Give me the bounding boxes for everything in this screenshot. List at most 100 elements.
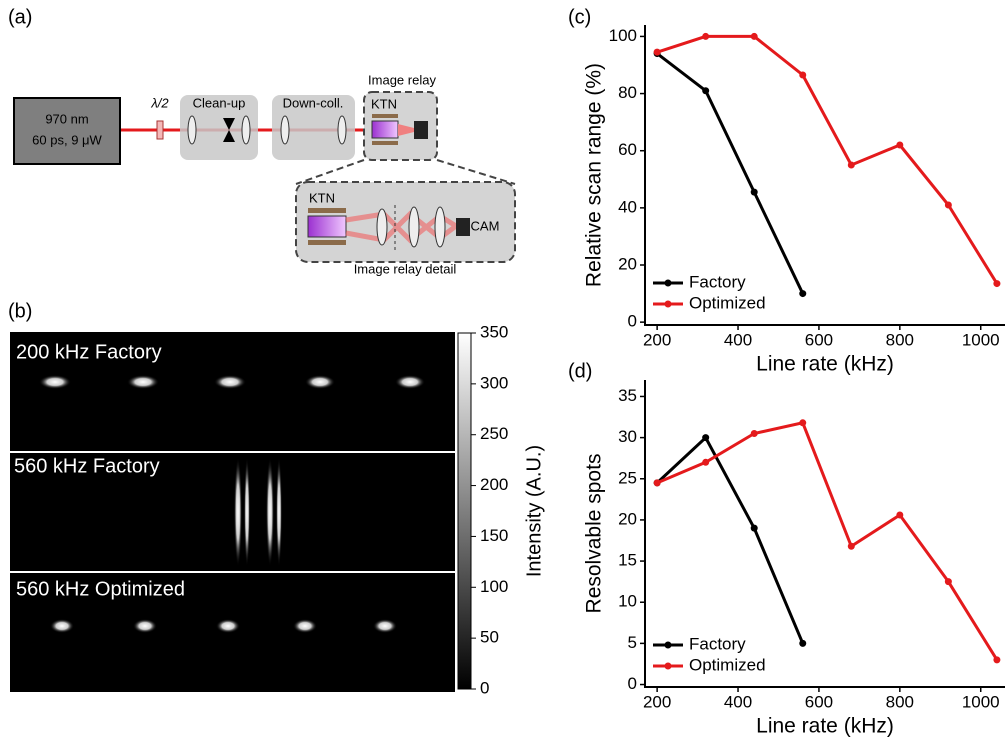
data-point	[993, 656, 1001, 664]
colorbar-tick-label: 350	[480, 322, 508, 341]
data-point	[993, 280, 1001, 288]
y-tick-label: 5	[628, 633, 637, 652]
waveplate	[156, 120, 164, 140]
x-tick-label: 600	[805, 692, 833, 711]
y-tick-label: 0	[628, 674, 637, 693]
detail-label: Image relay detail	[354, 261, 457, 276]
y-tick-label: 30	[618, 427, 637, 446]
series-line	[656, 421, 999, 661]
lens	[376, 208, 388, 246]
x-tick-label: 1000	[962, 692, 1000, 711]
y-tick-label: 10	[618, 592, 637, 611]
axis-line	[644, 380, 1005, 688]
data-point	[653, 48, 661, 56]
x-tick-label: 800	[886, 692, 914, 711]
lens	[280, 115, 290, 145]
zoom-line	[295, 159, 365, 185]
streak	[234, 457, 242, 567]
lens	[241, 115, 251, 145]
x-tick-label: 800	[886, 330, 914, 349]
legend-label: Optimized	[689, 655, 766, 674]
data-point	[944, 578, 952, 586]
y-tick-label: 100	[609, 26, 637, 45]
data-point	[799, 71, 807, 79]
legend-marker	[664, 662, 672, 670]
cam-label: CAM	[471, 218, 500, 233]
image-label: 560 kHz Factory	[14, 455, 160, 477]
legend-marker	[664, 279, 672, 287]
data-point	[750, 32, 758, 40]
lens	[434, 206, 446, 248]
lens	[337, 115, 347, 145]
panel-label: (b)	[8, 300, 32, 322]
x-tick-label: 400	[724, 330, 752, 349]
downcoll-label: Down-coll.	[283, 95, 344, 110]
downcoll-box	[272, 95, 355, 160]
data-point	[799, 419, 807, 427]
colorbar-tick-label: 300	[480, 373, 508, 392]
data-point	[750, 524, 758, 532]
series-line	[656, 435, 805, 644]
spot	[373, 619, 397, 633]
data-point	[653, 479, 661, 487]
image-label: 560 kHz Optimized	[16, 578, 185, 600]
y-tick-label: 80	[618, 83, 637, 102]
legend-label: Factory	[689, 272, 746, 291]
lens	[223, 118, 235, 142]
spot	[293, 619, 317, 633]
data-point	[847, 161, 855, 169]
data-point	[799, 639, 807, 647]
source-label: 60 ps, 9 μW	[32, 132, 102, 147]
x-tick-label: 1000	[962, 330, 1000, 349]
image-label: 200 kHz Factory	[16, 341, 162, 363]
electrode	[308, 208, 346, 213]
y-axis-title: Relative scan range (%)	[583, 63, 606, 287]
detail-ktn-label: KTN	[309, 190, 335, 205]
legend-label: Factory	[689, 634, 746, 653]
x-tick-label: 400	[724, 692, 752, 711]
x-tick-label: 200	[643, 692, 671, 711]
colorbar-tick-label: 50	[480, 628, 499, 647]
x-tick-label: 200	[643, 330, 671, 349]
spot	[133, 619, 157, 633]
y-tick-label: 0	[628, 312, 637, 331]
colorbar-tick-label: 200	[480, 475, 508, 494]
relay-label: Image relay	[368, 72, 436, 87]
data-point	[750, 429, 758, 437]
legend-marker	[664, 300, 672, 308]
data-point	[944, 201, 952, 209]
y-tick-label: 40	[618, 197, 637, 216]
colorbar-tick-label: 250	[480, 424, 508, 443]
data-point	[702, 458, 710, 466]
y-tick-label: 20	[618, 254, 637, 273]
panel-label: (c)	[568, 6, 591, 28]
cleanup-label: Clean-up	[193, 95, 246, 110]
y-tick-label: 35	[618, 386, 637, 405]
data-point	[702, 87, 710, 95]
data-point	[799, 290, 807, 298]
lens	[408, 206, 420, 248]
camera	[456, 218, 470, 236]
x-axis-title: Line rate (kHz)	[756, 715, 894, 738]
beam-fan	[398, 124, 414, 136]
data-point	[847, 542, 855, 550]
data-point	[896, 511, 904, 519]
legend-marker	[664, 641, 672, 649]
laser-source	[13, 97, 121, 165]
ktn-crystal	[371, 120, 399, 139]
data-point	[702, 32, 710, 40]
source-label: 970 nm	[45, 111, 88, 126]
ktn-label: KTN	[371, 96, 397, 111]
cleanup-box	[180, 95, 258, 160]
spot	[214, 375, 246, 389]
spot	[50, 619, 74, 633]
lens	[187, 115, 197, 145]
y-tick-label: 20	[618, 509, 637, 528]
colorbar-label: Intensity (A.U.)	[523, 445, 545, 577]
y-tick-label: 25	[618, 468, 637, 487]
data-point	[750, 188, 758, 196]
spot	[127, 375, 159, 389]
y-tick-label: 60	[618, 140, 637, 159]
